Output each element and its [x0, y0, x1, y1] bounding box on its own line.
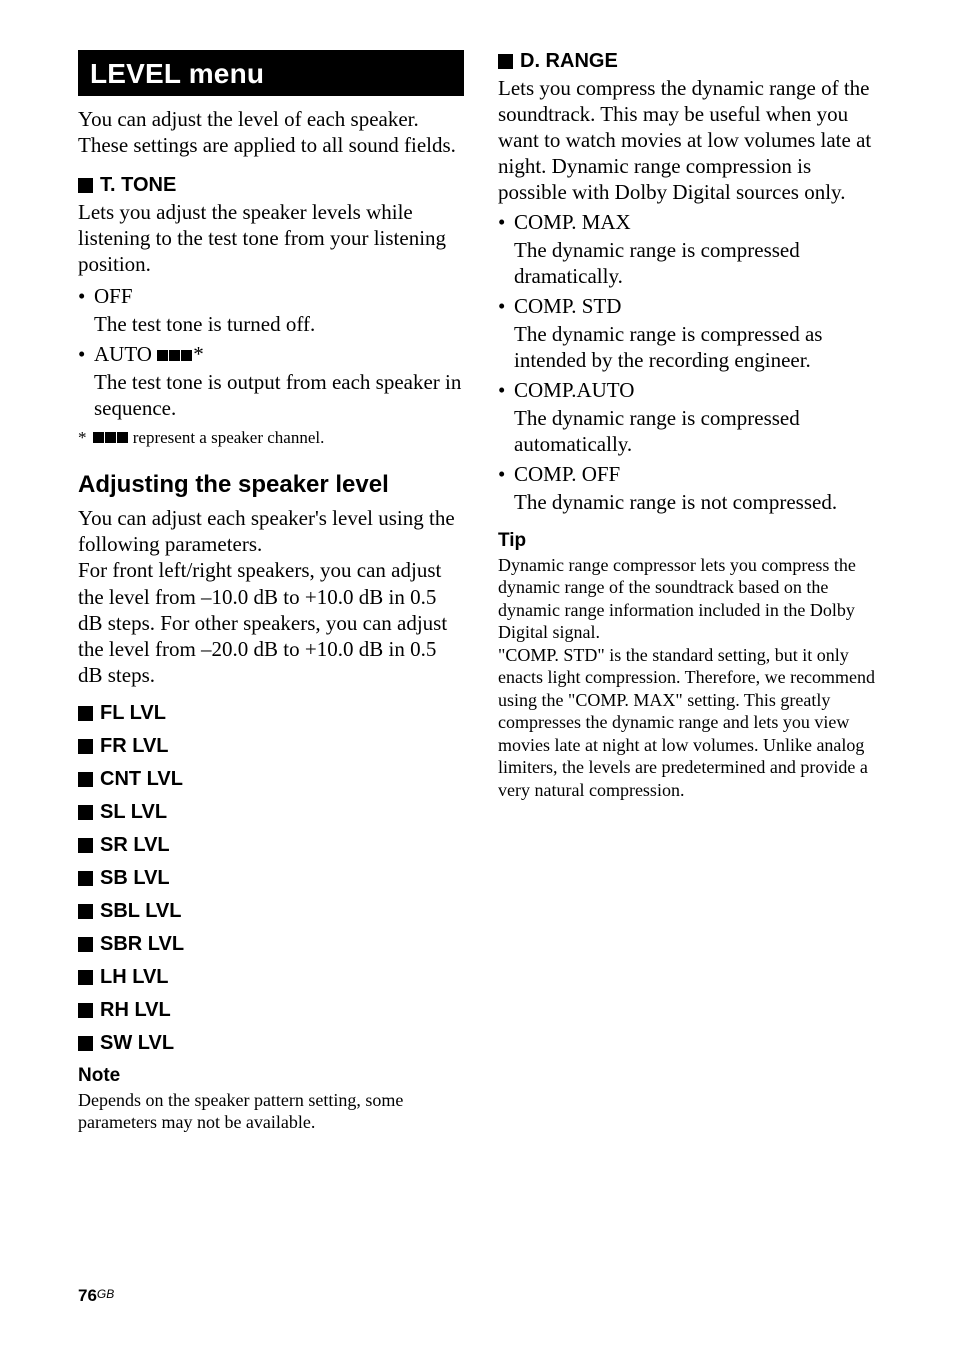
d-range-heading: D. RANGE: [498, 50, 884, 73]
page-number-suffix: GB: [97, 1287, 114, 1301]
t-tone-heading: T. TONE: [78, 174, 464, 197]
tip-heading: Tip: [498, 530, 884, 552]
sbl-lvl: SBL LVL: [78, 900, 464, 923]
sw-lvl-text: SW LVL: [100, 1032, 174, 1055]
square-icon: [78, 1003, 93, 1018]
footnote-text: represent a speaker channel.: [129, 428, 325, 447]
sbr-lvl-text: SBR LVL: [100, 933, 184, 956]
lh-lvl-text: LH LVL: [100, 966, 169, 989]
two-column-layout: LEVEL menu You can adjust the level of e…: [78, 50, 884, 1134]
square-icon: [78, 838, 93, 853]
rh-lvl: RH LVL: [78, 999, 464, 1022]
square-icon: [78, 970, 93, 985]
adjusting-heading: Adjusting the speaker level: [78, 471, 464, 499]
rh-lvl-text: RH LVL: [100, 999, 171, 1022]
right-column: D. RANGE Lets you compress the dynamic r…: [498, 50, 884, 1134]
page-number: 76GB: [78, 1286, 114, 1306]
comp-auto-detail: The dynamic range is compressed automati…: [498, 405, 884, 457]
adjusting-desc: You can adjust each speaker's level usin…: [78, 505, 464, 687]
comp-std-label: COMP. STD: [514, 293, 884, 319]
sl-lvl: SL LVL: [78, 801, 464, 824]
comp-max-label: COMP. MAX: [514, 209, 884, 235]
square-icon: [78, 706, 93, 721]
page-number-value: 76: [78, 1286, 97, 1305]
t-tone-auto-detail: The test tone is output from each speake…: [78, 369, 464, 421]
t-tone-heading-text: T. TONE: [100, 174, 176, 197]
d-range-list: •COMP. MAX The dynamic range is compress…: [498, 209, 884, 515]
sl-lvl-text: SL LVL: [100, 801, 167, 824]
sb-lvl-text: SB LVL: [100, 867, 170, 890]
level-menu-intro: You can adjust the level of each speaker…: [78, 106, 464, 158]
square-icon: [78, 904, 93, 919]
note-text: Depends on the speaker pattern setting, …: [78, 1089, 464, 1134]
t-tone-desc: Lets you adjust the speaker levels while…: [78, 199, 464, 277]
lh-lvl: LH LVL: [78, 966, 464, 989]
d-range-heading-text: D. RANGE: [520, 50, 618, 73]
auto-prefix: AUTO: [94, 342, 157, 366]
three-squares-icon: [93, 428, 129, 447]
sb-lvl: SB LVL: [78, 867, 464, 890]
t-tone-auto-label: AUTO *: [94, 341, 464, 367]
tip-p2: "COMP. STD" is the standard setting, but…: [498, 644, 884, 802]
comp-max-detail: The dynamic range is compressed dramatic…: [498, 237, 884, 289]
fr-lvl-text: FR LVL: [100, 735, 169, 758]
level-menu-title-box: LEVEL menu: [78, 50, 464, 96]
comp-off: •COMP. OFF: [498, 461, 884, 487]
footnote-star: *: [78, 427, 87, 449]
square-icon: [78, 772, 93, 787]
bullet-icon: •: [78, 283, 94, 309]
square-icon: [498, 54, 513, 69]
t-tone-off-detail: The test tone is turned off.: [78, 311, 464, 337]
footnote-content: represent a speaker channel.: [93, 427, 325, 449]
square-icon: [78, 937, 93, 952]
comp-auto: •COMP.AUTO: [498, 377, 884, 403]
auto-suffix: *: [193, 342, 204, 366]
t-tone-item-off: • OFF: [78, 283, 464, 309]
bullet-icon: •: [78, 341, 94, 367]
comp-auto-label: COMP.AUTO: [514, 377, 884, 403]
bullet-icon: •: [498, 293, 514, 319]
note-heading: Note: [78, 1065, 464, 1087]
cnt-lvl: CNT LVL: [78, 768, 464, 791]
square-icon: [78, 739, 93, 754]
t-tone-off-label: OFF: [94, 283, 464, 309]
sw-lvl: SW LVL: [78, 1032, 464, 1055]
comp-std: •COMP. STD: [498, 293, 884, 319]
t-tone-item-auto: • AUTO *: [78, 341, 464, 367]
fl-lvl: FL LVL: [78, 702, 464, 725]
comp-off-detail: The dynamic range is not compressed.: [498, 489, 884, 515]
comp-std-detail: The dynamic range is compressed as inten…: [498, 321, 884, 373]
square-icon: [78, 178, 93, 193]
square-icon: [78, 871, 93, 886]
fl-lvl-text: FL LVL: [100, 702, 166, 725]
sr-lvl: SR LVL: [78, 834, 464, 857]
t-tone-footnote: * represent a speaker channel.: [78, 427, 464, 449]
left-column: LEVEL menu You can adjust the level of e…: [78, 50, 464, 1134]
sbl-lvl-text: SBL LVL: [100, 900, 181, 923]
level-params-list: FL LVL FR LVL CNT LVL SL LVL SR LVL SB L…: [78, 702, 464, 1055]
d-range-desc: Lets you compress the dynamic range of t…: [498, 75, 884, 205]
level--menu-title: LEVEL menu: [90, 58, 264, 89]
comp-max: •COMP. MAX: [498, 209, 884, 235]
tip-p1: Dynamic range compressor lets you compre…: [498, 554, 884, 644]
square-icon: [78, 1036, 93, 1051]
sbr-lvl: SBR LVL: [78, 933, 464, 956]
bullet-icon: •: [498, 209, 514, 235]
sr-lvl-text: SR LVL: [100, 834, 170, 857]
bullet-icon: •: [498, 377, 514, 403]
cnt-lvl-text: CNT LVL: [100, 768, 183, 791]
t-tone-list: • OFF The test tone is turned off. • AUT…: [78, 283, 464, 421]
bullet-icon: •: [498, 461, 514, 487]
fr-lvl: FR LVL: [78, 735, 464, 758]
comp-off-label: COMP. OFF: [514, 461, 884, 487]
square-icon: [78, 805, 93, 820]
three-squares-icon: [157, 342, 193, 366]
